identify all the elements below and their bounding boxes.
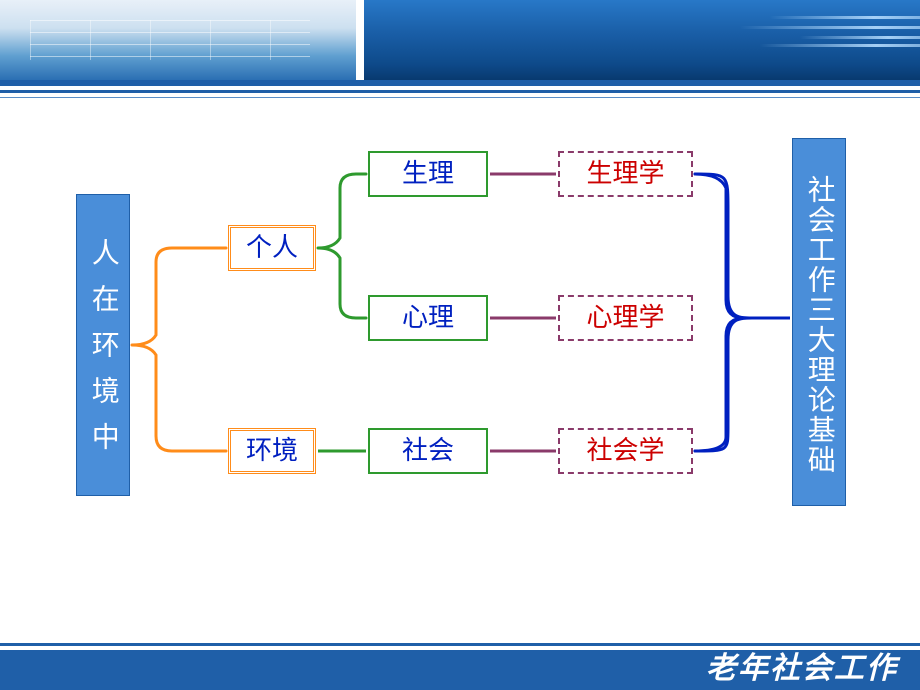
- header-streaks: [730, 10, 920, 50]
- header-grid: [30, 20, 310, 60]
- node-physiology: 生理: [368, 151, 488, 197]
- brace-left: [132, 248, 226, 451]
- node-psychology-study: 心理学: [558, 295, 693, 341]
- node-individual-label: 个人: [246, 232, 298, 263]
- node-individual: 个人: [228, 225, 316, 271]
- brace-mid: [318, 174, 366, 318]
- node-environment-label: 环境: [246, 435, 298, 466]
- node-physiology-study: 生理学: [558, 151, 693, 197]
- node-sociology-study: 社会学: [558, 428, 693, 474]
- header-gradient-left: [0, 0, 360, 80]
- brace-right-2: [695, 174, 752, 451]
- node-society: 社会: [368, 428, 488, 474]
- node-output: 社会工作三大理论基础: [792, 138, 846, 506]
- node-root: 人在环境中: [76, 194, 130, 496]
- node-physiology-study-label: 生理学: [586, 158, 664, 189]
- node-root-label: 人在环境中: [86, 238, 120, 468]
- node-society-label: 社会: [402, 435, 454, 466]
- node-psychology-study-label: 心理学: [586, 302, 664, 333]
- node-psychology-label: 心理: [402, 302, 454, 333]
- header-bar-2: [0, 90, 920, 93]
- footer-title: 老年社会工作: [706, 643, 898, 687]
- header-bar-1: [0, 80, 920, 86]
- header-bar-3: [0, 97, 920, 98]
- brace-right: [695, 174, 788, 451]
- node-physiology-label: 生理: [402, 158, 454, 189]
- slide-header: [0, 0, 920, 105]
- header-gradient-right: [360, 0, 920, 80]
- node-psychology: 心理: [368, 295, 488, 341]
- header-separator: [356, 0, 364, 80]
- node-output-label: 社会工作三大理论基础: [802, 175, 836, 475]
- node-environment: 环境: [228, 428, 316, 474]
- node-sociology-study-label: 社会学: [586, 435, 664, 466]
